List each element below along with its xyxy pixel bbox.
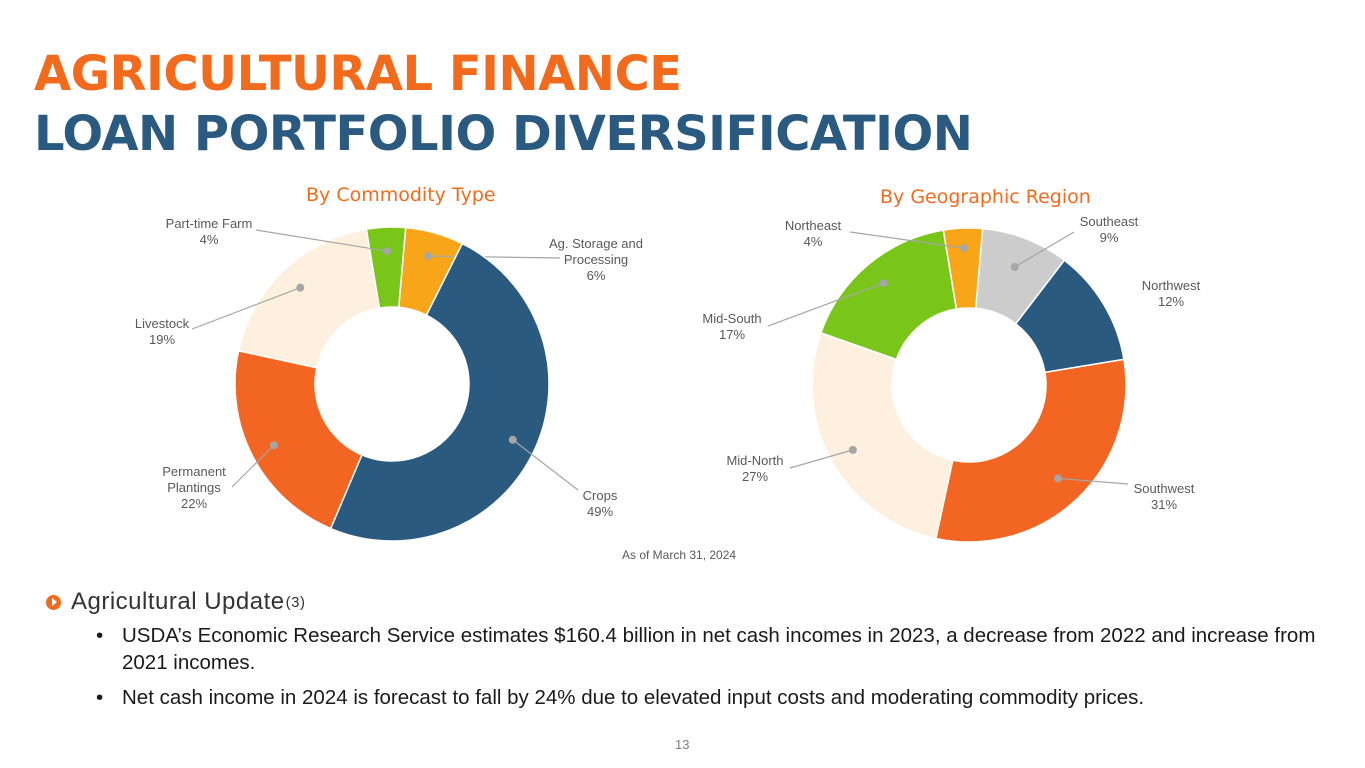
leader-dot [848,445,857,454]
title-line-1: AGRICULTURAL FINANCE [34,46,682,102]
data-label: Mid-North 27% [726,453,783,484]
leader-line [255,229,387,252]
data-label: Southeast 9% [1080,214,1139,245]
play-circle-icon [46,594,61,610]
update-heading: Agricultural Update (3) [46,588,305,616]
data-label: Southwest 31% [1134,481,1195,512]
leader-dot [508,435,517,444]
data-label: Northeast 4% [785,218,842,249]
as-of-date: As of March 31, 2024 [622,548,737,562]
slice-northeast [942,227,984,310]
slice-mid-south [819,229,958,361]
leader-dot [959,244,968,253]
leader-line [428,255,561,259]
commodity-chart-title: By Commodity Type [306,184,496,206]
leader-line [191,287,301,330]
data-label: Northwest 12% [1142,278,1201,309]
leader-line [1057,477,1129,485]
data-label: Permanent Plantings 22% [162,464,226,511]
leader-line [512,439,579,491]
leader-dot [424,252,433,261]
data-label: Livestock 19% [135,316,190,347]
leader-dot [296,283,305,292]
data-label: Mid-South 17% [702,311,761,342]
leader-dot [269,441,278,450]
leader-line [789,449,854,469]
leader-line [767,282,884,327]
page-number: 13 [675,737,690,752]
update-heading-text: Agricultural Update [71,588,285,615]
data-label: Crops 49% [583,488,618,519]
slice-permanent-plantings [234,349,363,530]
leader-dot [879,279,888,288]
commodity-donut: Ag. Storage and Processing 6% Crops 49% Perma… [135,216,643,542]
leader-dot [1010,262,1019,271]
bullet-item: USDA’s Economic Research Service estimat… [96,622,1316,676]
data-label: Part-time Farm 4% [166,216,253,247]
region-chart-title: By Geographic Region [880,186,1091,208]
slice-mid-north [811,331,954,540]
title-line-2: LOAN PORTFOLIO DIVERSIFICATION [34,106,973,162]
update-bullets: USDA’s Economic Research Service estimat… [96,622,1316,719]
leader-dot [1053,474,1062,483]
data-label: Ag. Storage and Processing 6% [549,236,643,283]
region-donut: Southeast 9% Northwest 12% Southwest 31% Mid-N… [702,214,1201,543]
charts-canvas: Ag. Storage and Processing 6% Crops 49% Perma… [135,214,1201,543]
slice-livestock [237,228,381,369]
slice-southwest [934,358,1127,543]
footnote-marker: (3) [285,593,306,611]
leader-dot [382,247,391,256]
leader-line [849,231,964,249]
leader-line [1014,231,1075,268]
slice-part-time-farm [365,226,407,309]
bullet-item: Net cash income in 2024 is forecast to f… [96,684,1316,711]
leader-line [231,444,275,488]
slice-crops [329,242,550,542]
